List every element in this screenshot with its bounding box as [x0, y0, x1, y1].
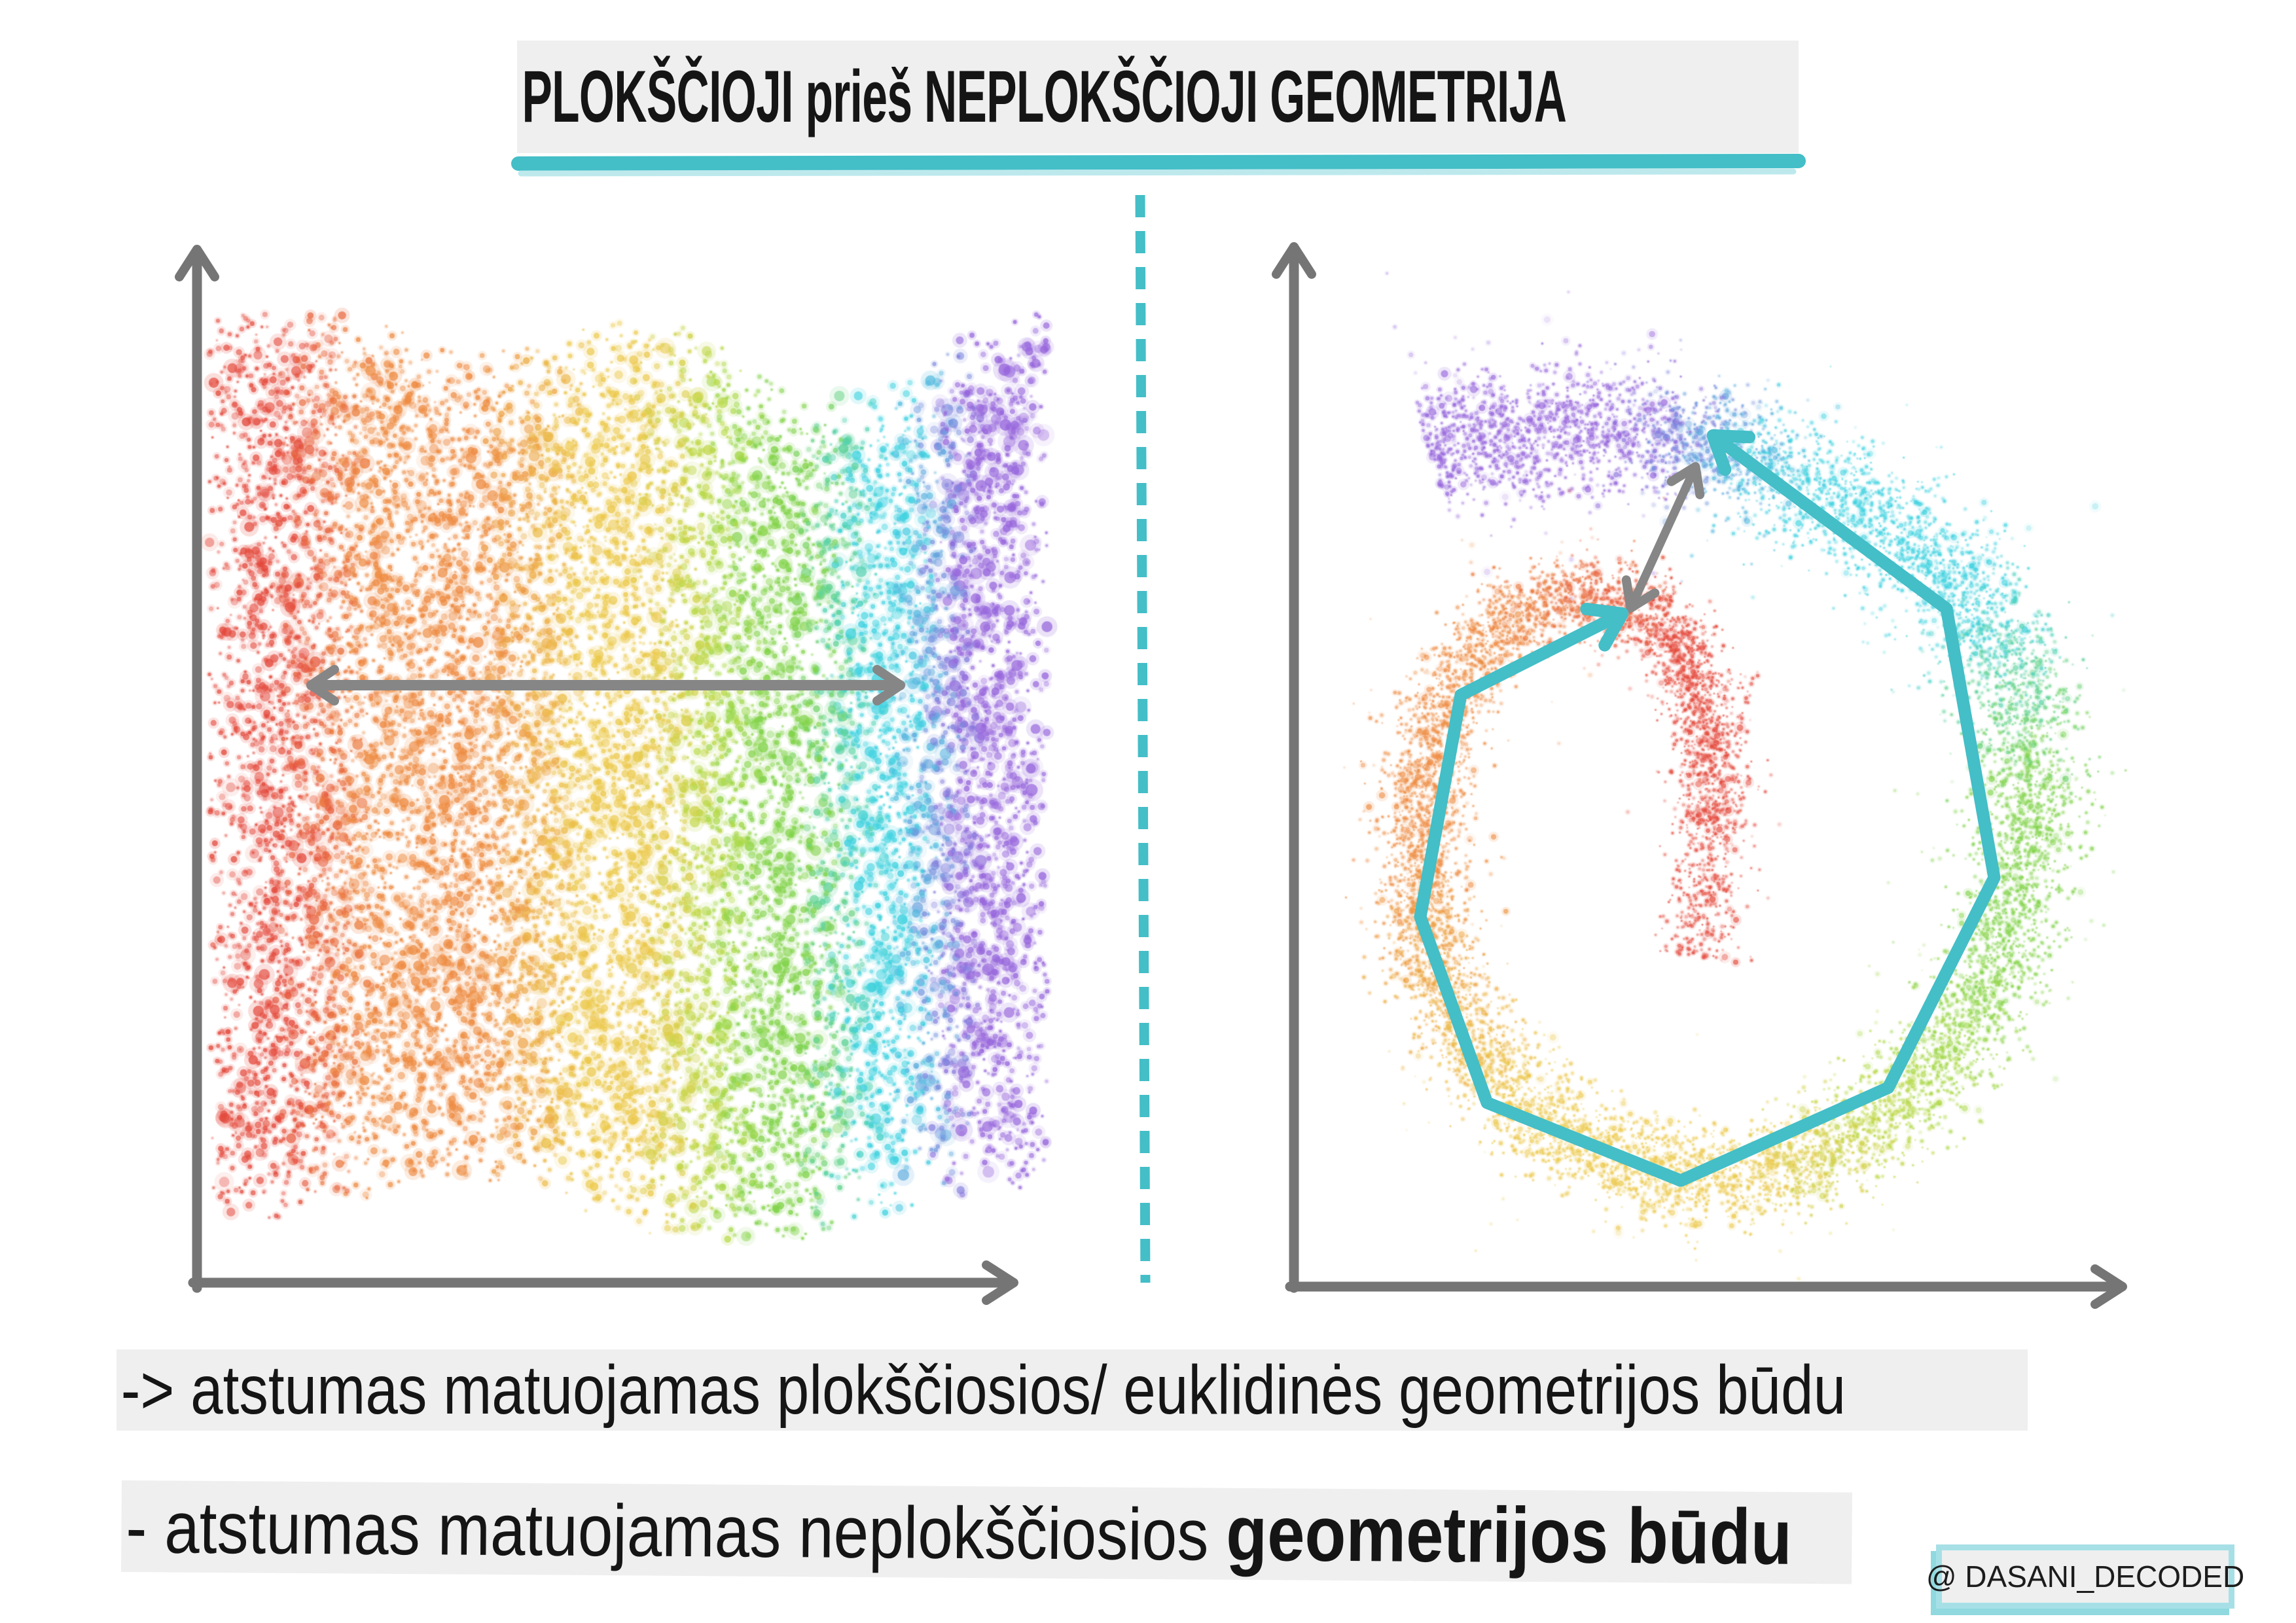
caption-manifold-text: - atstumas matuojamas neplokščiosios geo…: [121, 1480, 1792, 1585]
caption-euclidean-distance: -> atstumas matuojamas plokščiosios/ euk…: [117, 1349, 2028, 1431]
page-title: PLOKŠČIOJI prieš NEPLOKŠČIOJI GEOMETRIJA: [522, 56, 1567, 137]
straight-line-distance-arrow: [1621, 462, 1705, 613]
caption-manifold-distance: - atstumas matuojamas neplokščiosios geo…: [121, 1480, 1852, 1584]
caption-manifold-text-normal: - atstumas matuojamas neplokščiosios: [125, 1486, 1227, 1576]
caption-manifold-text-bold: geometrijos būdu: [1225, 1489, 1793, 1581]
caption-euclidean-text: -> atstumas matuojamas plokščiosios/ euk…: [120, 1351, 1846, 1429]
title-underline: [511, 154, 1806, 171]
title-bar: PLOKŠČIOJI prieš NEPLOKŠČIOJI GEOMETRIJA: [517, 41, 1799, 153]
panel-divider: [1135, 194, 1151, 1283]
title-underline-echo: [518, 168, 1797, 177]
watermark-badge: @ DASANI_DECODED: [1926, 1544, 2244, 1609]
geodesic-path-line: [1414, 429, 2001, 1187]
watermark-text: @ DASANI_DECODED: [1926, 1560, 2245, 1594]
